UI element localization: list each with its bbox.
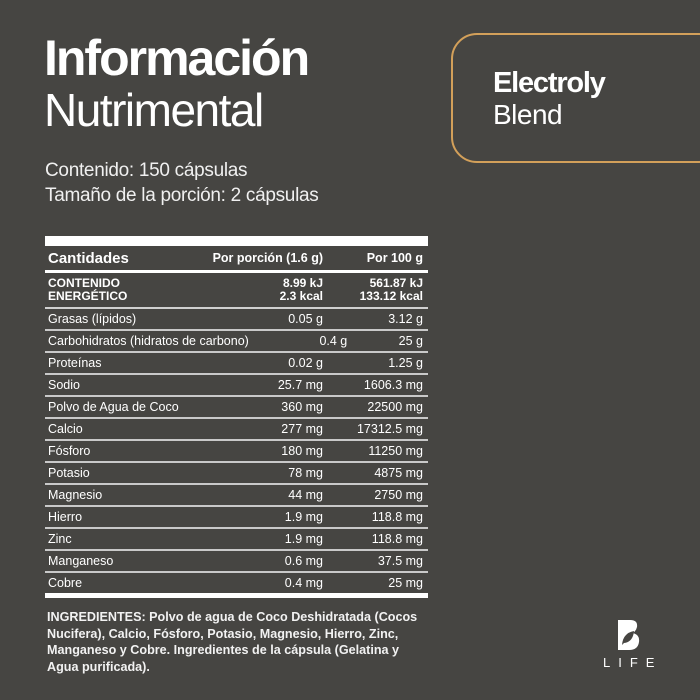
table-row: Carbohidratos (hidratos de carbono) 0.4 g… [45,331,428,353]
nutrient-name: Polvo de Agua de Coco [48,400,179,414]
nutrient-name: Hierro [48,510,83,524]
energy-row: CONTENIDO ENERGÉTICO 8.99 kJ 2.3 kcal 561.… [45,273,428,309]
per-100g-value: 1.25 g [388,356,423,370]
b-leaf-logo-icon [618,620,640,650]
nutrient-name: Carbohidratos (hidratos de carbono) [48,334,249,348]
table-row: Proteínas 0.02 g 1.25 g [45,353,428,375]
table-row: Potasio 78 mg 4875 mg [45,463,428,485]
nutrient-name: Potasio [48,466,90,480]
per-portion-value: 0.4 g [319,334,348,348]
table-row: Grasas (lípidos) 0.05 g 3.12 g [45,309,428,331]
per-100g-value: 25 g [398,334,423,348]
nutrient-name: Magnesio [48,488,103,502]
per-100g-value: 118.8 mg [371,510,423,524]
table-row: Zinc 1.9 mg 118.8 mg [45,529,428,551]
content-text: Contenido: 150 cápsulas [45,160,248,181]
nutrient-name: Calcio [48,422,83,436]
per-portion-value: 277 mg [281,422,323,436]
per-portion-value: 78 mg [288,466,323,480]
nutrient-name: Sodio [48,378,80,392]
header-por-100g: Por 100 g [366,251,423,265]
per-portion-value: 1.9 mg [284,510,323,524]
table-row: Hierro 1.9 mg 118.8 mg [45,507,428,529]
per-100g-value: 4875 mg [374,466,423,480]
per-100g-value: 22500 mg [367,400,423,414]
per-portion-value: 25.7 mg [277,378,323,392]
nutrient-name: Grasas (lípidos) [48,312,137,326]
per-100g-value: 1606.3 mg [363,378,423,392]
per-portion-value: 360 mg [281,400,323,414]
header-por-porcion: Por porción (1.6 g) [212,251,323,265]
product-badge [451,33,700,163]
per-portion-value: 180 mg [281,444,323,458]
product-subname: Blend [493,99,563,130]
table-row: Fósforo 180 mg 11250 mg [45,441,428,463]
serving-text: Tamaño de la porción: 2 cápsulas [45,185,319,206]
per-portion-value: 0.4 mg [284,576,323,590]
per-100g-value: 118.8 mg [371,532,423,546]
per-100g-value: 37.5 mg [377,554,423,568]
table-row: Cobre 0.4 mg 25 mg [45,573,428,595]
per-100g-value: 11250 mg [368,444,423,458]
nutrient-name: Proteínas [48,356,102,370]
table-row: Sodio 25.7 mg 1606.3 mg [45,375,428,397]
title-bold: Información [44,30,310,86]
product-name: Electroly [493,67,606,99]
title-light: Nutrimental [44,84,264,136]
per-100g-value: 17312.5 mg [356,422,423,436]
table-bottom-bar [45,593,428,598]
table-row: Magnesio 44 mg 2750 mg [45,485,428,507]
per-100g-value: 3.12 g [388,312,423,326]
per-portion-value: 44 mg [288,488,323,502]
nutrient-name: Fósforo [48,444,91,458]
table-row: Polvo de Agua de Coco 360 mg 22500 mg [45,397,428,419]
nutrient-name: Zinc [48,532,72,546]
energy-kcal: 2.3 kcal [279,289,323,303]
per-portion-value: 0.02 g [288,356,323,370]
per-portion-value: 0.6 mg [284,554,323,568]
per-100g-value: 25 mg [388,576,423,590]
table-row: Manganeso 0.6 mg 37.5 mg [45,551,428,573]
table-row: Calcio 277 mg 17312.5 mg [45,419,428,441]
ingredients-text: INGREDIENTES: Polvo de agua de Coco Desh… [47,610,418,674]
energy-label: ENERGÉTICO [48,289,128,303]
per-portion-value: 0.05 g [288,312,323,326]
energy-kcal-100: 133.12 kcal [359,289,423,303]
per-portion-value: 1.9 mg [284,532,323,546]
energy-label: CONTENIDO [48,276,120,290]
logo-text: LIFE [603,655,663,670]
per-100g-value: 2750 mg [374,488,423,502]
nutrition-table: Cantidades Por porción (1.6 g) Por 100 g… [45,236,428,598]
nutrient-name: Cobre [48,576,83,590]
table-header: Cantidades Por porción (1.6 g) Por 100 g [45,246,428,273]
energy-kj-100: 561.87 kJ [369,276,423,290]
nutrient-name: Manganeso [48,554,114,568]
table-top-bar [45,236,428,246]
header-cantidades: Cantidades [48,249,129,267]
energy-kj: 8.99 kJ [282,276,323,290]
